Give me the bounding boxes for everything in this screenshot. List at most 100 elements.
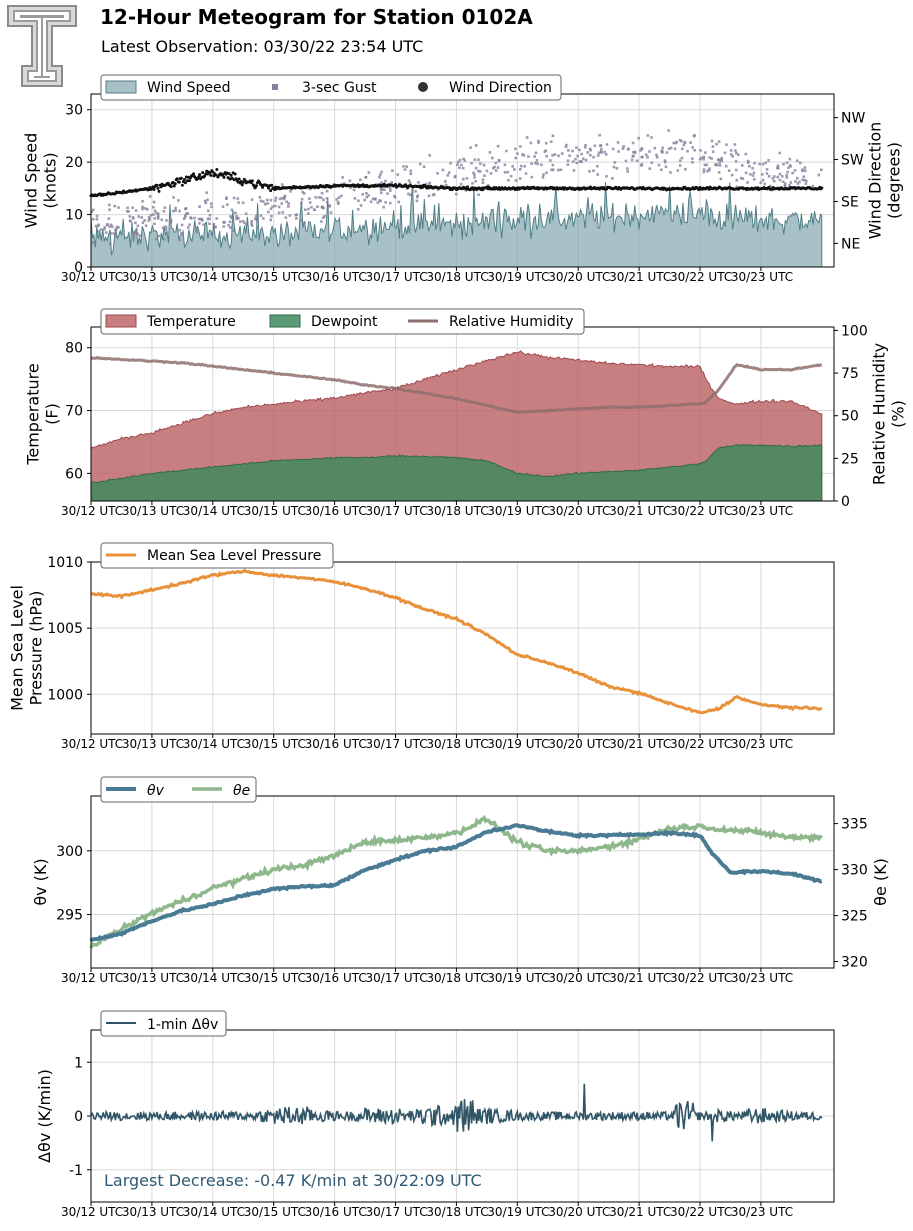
gust-point: [403, 168, 407, 171]
gust-point: [505, 149, 508, 153]
gust-point: [265, 198, 269, 202]
gust-point: [234, 211, 237, 215]
gust-point: [801, 178, 804, 182]
gust-point: [222, 225, 226, 228]
gust-point: [820, 168, 823, 172]
gust-point: [186, 212, 190, 215]
gust-point: [255, 219, 259, 222]
gust-point: [280, 196, 284, 200]
pressure-line: [90, 568, 823, 715]
gust-point: [456, 163, 459, 167]
gust-point: [734, 160, 738, 163]
x-tick-label: 30/21 UTC: [609, 270, 671, 284]
gust-point: [153, 217, 157, 220]
gust-point: [198, 222, 201, 225]
gust-point: [551, 134, 555, 138]
gust-point: [141, 200, 144, 203]
gust-point: [767, 175, 771, 178]
gust-point: [428, 183, 431, 186]
gust-point: [198, 205, 201, 208]
gust-point: [410, 191, 414, 195]
gust-point: [141, 205, 144, 209]
x-tick-label: 30/14 UTC: [183, 270, 245, 284]
gust-point: [160, 218, 164, 222]
gust-point: [225, 203, 229, 207]
gust-point: [650, 136, 653, 139]
gust-point: [611, 177, 614, 180]
direction-point: [180, 183, 184, 187]
gust-point: [518, 145, 522, 148]
gust-point: [208, 222, 211, 226]
gust-point: [604, 153, 608, 156]
gust-point: [301, 190, 304, 194]
x-tick-label: 30/20 UTC: [548, 971, 610, 985]
y-tick-label: 300: [56, 844, 83, 860]
gust-point: [551, 163, 555, 167]
gust-point: [374, 197, 377, 201]
gust-point: [195, 226, 199, 230]
x-tick-label: 30/15 UTC: [244, 1205, 306, 1219]
gust-point: [600, 147, 603, 151]
gust-point: [156, 212, 160, 215]
gust-point: [477, 169, 480, 173]
gust-point: [493, 165, 496, 169]
legend-label-wind-speed: Wind Speed: [147, 80, 231, 96]
gust-point: [485, 169, 489, 173]
temperature-axis-label: Temperature (F): [24, 363, 62, 465]
gust-point: [227, 223, 230, 227]
gust-point: [486, 184, 490, 187]
gust-point: [157, 234, 160, 238]
gust-point: [367, 194, 370, 197]
y2-tick-label: 75: [841, 366, 859, 382]
y-tick-label: 30: [65, 103, 83, 119]
gust-point: [535, 159, 539, 162]
gust-point: [436, 172, 439, 175]
x-tick-label: 30/19 UTC: [487, 504, 549, 518]
temperature-axis-label-line: Temperature: [24, 363, 43, 465]
gust-point: [778, 151, 782, 155]
gust-point: [626, 170, 629, 173]
gust-point: [384, 201, 387, 204]
gust-point: [303, 221, 306, 225]
gust-point: [91, 217, 95, 221]
gust-point: [235, 216, 239, 220]
gust-point: [731, 155, 735, 158]
gust-point: [178, 238, 181, 242]
gust-point: [788, 184, 791, 187]
gust-point: [545, 171, 548, 175]
gust-point: [243, 221, 246, 225]
gust-point: [773, 175, 776, 178]
gust-point: [482, 163, 486, 167]
gust-point: [661, 151, 664, 154]
direction-point: [394, 183, 398, 187]
gust-point: [388, 201, 392, 205]
gust-point: [300, 198, 304, 201]
legend-label-temperature: Temperature: [146, 314, 236, 330]
x-tick-label: 30/23 UTC: [731, 504, 793, 518]
x-tick-label: 30/14 UTC: [183, 1205, 245, 1219]
gust-point: [805, 179, 808, 183]
gust-point: [391, 169, 394, 172]
direction-point: [215, 168, 219, 172]
gust-point: [514, 147, 517, 151]
gust-point: [481, 178, 485, 181]
gust-point: [740, 164, 744, 167]
direction-point: [270, 183, 274, 187]
gust-point: [600, 151, 603, 154]
gust-point: [564, 145, 568, 149]
x-tick-label: 30/22 UTC: [670, 504, 732, 518]
gust-point: [316, 205, 319, 209]
gust-point: [441, 168, 445, 172]
gust-point: [453, 174, 457, 178]
x-tick-label: 30/16 UTC: [305, 270, 367, 284]
gust-point: [553, 153, 557, 156]
y2-tick-label: NE: [841, 236, 860, 252]
y2-tick-label: 50: [841, 409, 859, 425]
gust-point: [461, 166, 465, 170]
gust-point: [518, 177, 522, 180]
gust-point: [557, 154, 560, 158]
gust-point: [691, 161, 694, 164]
gust-point: [266, 202, 269, 205]
gust-point: [761, 162, 765, 166]
